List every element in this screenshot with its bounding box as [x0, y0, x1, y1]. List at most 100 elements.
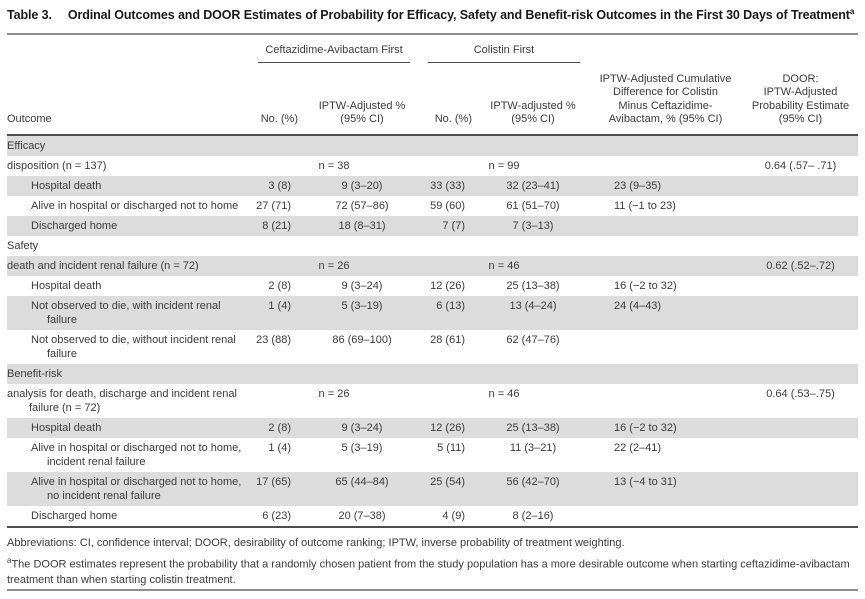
column-header-caz-iptw: IPTW-Adjusted % (95% CI) — [304, 62, 420, 136]
door-footnote: aThe DOOR estimates represent the probab… — [7, 553, 858, 589]
footnote-text: The DOOR estimates represent the probabi… — [7, 558, 850, 587]
colistin-iptw-cell: 62 (47–76) — [506, 333, 560, 346]
caz-iptw-cell: 86 (69–100) — [332, 333, 392, 346]
colistin-iptw-cell: 61 (51–70) — [506, 199, 560, 212]
header-line: Minus Ceftazidime- — [618, 99, 713, 112]
empty-header-cell — [588, 35, 743, 63]
column-header-outcome: Outcome — [7, 62, 248, 136]
outcome-cell: Discharged home — [7, 215, 248, 236]
colistin-iptw-cell: 11 (3–21) — [509, 441, 557, 454]
caz-no-cell: 23 (88) — [256, 333, 291, 346]
colistin-n-cell: n = 46 — [420, 255, 588, 276]
caz-iptw-cell: 65 (44–84) — [304, 471, 420, 506]
colistin-iptw-cell: 7 (3–13) — [478, 215, 588, 236]
caz-n-cell: n = 26 — [248, 255, 420, 276]
column-header-colistin-iptw: IPTW-adjusted % (95% CI) — [478, 62, 588, 136]
difference-cell: 13 (−4 to 31) — [588, 471, 743, 506]
door-estimate-cell — [743, 417, 858, 438]
table-footnotes: Abbreviations: CI, confidence interval; … — [7, 528, 858, 589]
outcome-cell: Not observed to die, without incident re… — [31, 333, 236, 360]
difference-cell: 22 (2–41) — [614, 441, 662, 454]
header-line: (95% CI) — [340, 113, 384, 126]
colistin-iptw-cell: 25 (13–38) — [478, 417, 588, 438]
caz-iptw-cell: 18 (8–31) — [304, 215, 420, 236]
colistin-no-cell: 59 (60) — [430, 199, 465, 212]
group-colistin: Colistin First — [420, 35, 588, 63]
table-row: analysis for death, discharge and incide… — [7, 384, 858, 418]
group-ceftazidime-avibactam: Ceftazidime-Avibactam First — [248, 35, 420, 63]
difference-cell — [588, 156, 743, 176]
outcome-cell: Alive in hospital or discharged not to h… — [31, 441, 242, 468]
table-row: Safety — [7, 236, 858, 256]
caz-no-cell: 1 (4) — [268, 441, 291, 454]
column-header-cumulative-difference: IPTW-Adjusted Cumulative Difference for … — [588, 62, 743, 136]
header-line: IPTW-Adjusted Cumulative — [599, 72, 732, 85]
column-header-caz-no: No. (%) — [248, 62, 304, 136]
caz-iptw-cell: 20 (7–38) — [338, 509, 386, 522]
caz-no-cell: 2 (8) — [248, 417, 304, 438]
door-estimate-cell — [743, 295, 858, 330]
door-estimate-cell — [743, 175, 858, 196]
bottom-rule — [7, 589, 858, 591]
door-estimate-cell — [743, 276, 858, 296]
table-row: Hospital death 3 (8) 9 (3–20) 33 (33) 32 (23… — [7, 175, 858, 196]
colistin-no-cell: 4 (9) — [442, 509, 465, 522]
colistin-no-cell: 5 (11) — [437, 441, 465, 454]
difference-cell — [588, 255, 743, 276]
outcome-cell: Hospital death — [7, 175, 248, 196]
outcome-analysis-cell: analysis for death, discharge and incide… — [7, 387, 237, 414]
outcome-cell: Hospital death — [7, 417, 248, 438]
door-estimate-cell — [743, 438, 858, 472]
colistin-no-cell: 25 (54) — [420, 471, 478, 506]
difference-cell — [588, 215, 743, 236]
caz-iptw-cell: 9 (3–24) — [304, 417, 420, 438]
door-estimate-cell: 0.64 (.53–.75) — [766, 387, 835, 400]
group-label-underlined: Colistin First — [428, 44, 580, 63]
colistin-no-cell: 7 (7) — [420, 215, 478, 236]
difference-cell: 23 (9–35) — [588, 175, 743, 196]
table-row: Not observed to die, with incident renal… — [7, 295, 858, 330]
colistin-no-cell: 12 (26) — [430, 279, 465, 292]
difference-cell — [588, 384, 743, 418]
group-label-underlined: Ceftazidime-Avibactam First — [258, 44, 410, 63]
colistin-iptw-cell: 56 (42–70) — [478, 471, 588, 506]
caz-iptw-cell: 5 (3–19) — [304, 295, 420, 330]
header-line: IPTW-adjusted % — [490, 99, 576, 112]
outcome-cell: Alive in hospital or discharged not to h… — [7, 471, 248, 506]
section-label-cell: Benefit-risk — [7, 363, 858, 384]
caz-iptw-cell: 5 (3–19) — [341, 441, 383, 454]
table-title-footnote-marker: a — [849, 7, 855, 16]
header-line: DOOR: — [782, 72, 819, 85]
table-header: Ceftazidime-Avibactam First Colistin Fir… — [7, 35, 858, 136]
caz-no-cell: 17 (65) — [248, 471, 304, 506]
door-estimate-cell: 0.62 (.52–.72) — [743, 255, 858, 276]
difference-cell — [588, 330, 743, 364]
outcome-analysis-cell: death and incident renal failure (n = 72… — [7, 255, 248, 276]
colistin-iptw-cell: 25 (13–38) — [506, 279, 560, 292]
difference-cell — [588, 506, 743, 527]
column-header-door-estimate: DOOR: IPTW-Adjusted Probability Estimate… — [743, 62, 858, 136]
header-line: IPTW-Adjusted % — [318, 99, 406, 112]
caz-no-cell: 8 (21) — [248, 215, 304, 236]
table-row: death and incident renal failure (n = 72… — [7, 255, 858, 276]
empty-header-cell — [7, 35, 248, 63]
table-row: Hospital death 2 (8) 9 (3–24) 12 (26) 25 (13… — [7, 276, 858, 296]
header-line: Avibactam, % (95% CI) — [608, 113, 723, 126]
outcome-cell: Discharged home — [31, 509, 118, 522]
table-row: Discharged home 6 (23) 20 (7–38) 4 (9) 8 (2–… — [7, 506, 858, 527]
outcome-cell: Hospital death — [31, 279, 102, 292]
table-row: Discharged home 8 (21) 18 (8–31) 7 (7) 7 (3–… — [7, 215, 858, 236]
caz-iptw-cell: 72 (57–86) — [335, 199, 389, 212]
caz-no-cell: 1 (4) — [248, 295, 304, 330]
colistin-n-cell: n = 99 — [488, 159, 520, 172]
table-title: Table 3. Ordinal Outcomes and DOOR Estima… — [7, 5, 858, 33]
table-row: Benefit-risk — [7, 363, 858, 384]
top-rule — [7, 33, 858, 36]
table-row: Alive in hospital or discharged not to h… — [7, 438, 858, 472]
table-row: Hospital death 2 (8) 9 (3–24) 12 (26) 25 (13… — [7, 417, 858, 438]
column-header-colistin-no: No. (%) — [420, 62, 478, 136]
caz-n-cell: n = 38 — [318, 159, 350, 172]
colistin-n-cell: n = 46 — [488, 387, 520, 400]
caz-no-cell: 2 (8) — [268, 279, 291, 292]
difference-cell: 16 (−2 to 32) — [614, 279, 677, 292]
